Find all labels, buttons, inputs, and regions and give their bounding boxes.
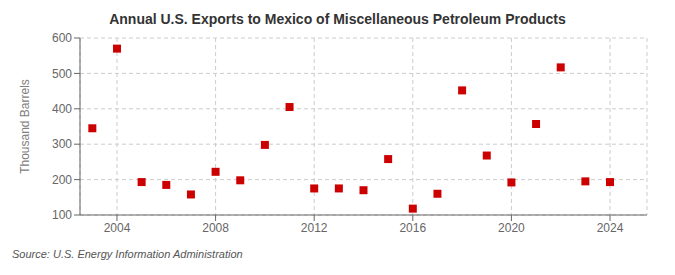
html-text:Source: U.S. Energy Informatio: Source: U.S. Energy Information Administ… xyxy=(12,248,243,260)
svg-text:500: 500 xyxy=(52,67,72,81)
svg-text:600: 600 xyxy=(52,31,72,45)
svg-text:2016: 2016 xyxy=(399,221,426,235)
svg-text:2012: 2012 xyxy=(301,221,328,235)
svg-text:300: 300 xyxy=(52,137,72,151)
svg-text:2020: 2020 xyxy=(498,221,525,235)
svg-text:Thousand Barrels: Thousand Barrels xyxy=(18,79,32,174)
svg-text:200: 200 xyxy=(52,173,72,187)
svg-text:2008: 2008 xyxy=(202,221,229,235)
svg-text:2004: 2004 xyxy=(104,221,131,235)
html-text:Annual U.S. Exports to Mexico: Annual U.S. Exports to Mexico of Miscell… xyxy=(109,11,566,27)
svg-text:100: 100 xyxy=(52,208,72,222)
svg-text:2024: 2024 xyxy=(597,221,624,235)
svg-text:400: 400 xyxy=(52,102,72,116)
